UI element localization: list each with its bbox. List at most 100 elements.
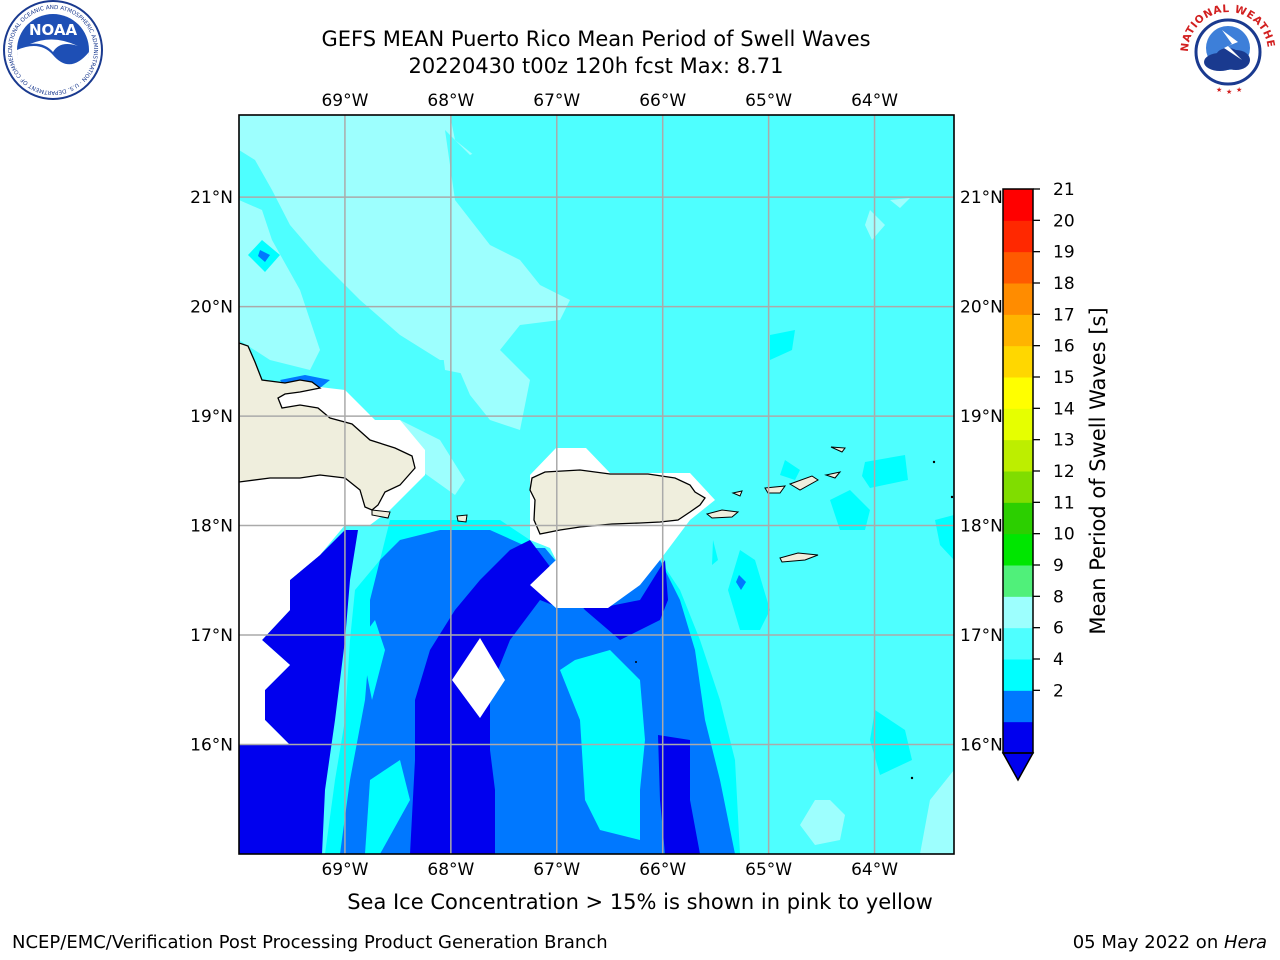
- mask-island-south: [452, 638, 505, 718]
- footer-date: 05 May 2022 on Hera: [1073, 932, 1267, 953]
- contour-8-9-southeast: [920, 770, 954, 854]
- land-vieques: [705, 509, 740, 519]
- colorbar-segment: [1003, 189, 1033, 221]
- colorbar-segment: [1003, 721, 1033, 754]
- contour-6-8-d: [830, 490, 870, 530]
- noaa-logo-icon: NATIONAL OCEANIC AND ATMOSPHERIC ADMINIS…: [0, 0, 103, 100]
- colorbar-tick-label: 19: [1053, 243, 1075, 263]
- contour-6-8-c: [862, 455, 908, 488]
- lat-ticks-left: 21°N 20°N 19°N 18°N 17°N 16°N: [190, 188, 233, 755]
- colorbar-segment: [1003, 690, 1033, 723]
- colorbar-tick-label: 17: [1053, 305, 1075, 325]
- contour-8-9-north: [239, 115, 570, 430]
- lat-tick-label-left: 21°N: [190, 188, 233, 208]
- lon-tick-label-bottom: 65°W: [745, 860, 792, 880]
- contour-4-6-dot2: [258, 250, 270, 262]
- contour-8-9-northwest: [239, 200, 320, 370]
- lon-tick-label-top: 65°W: [745, 91, 792, 111]
- lon-ticks-top: 69°W 68°W 67°W 66°W 65°W 64°W: [321, 91, 898, 111]
- contour-7-top: [450, 115, 510, 160]
- colorbar-tick-label: 10: [1053, 525, 1075, 545]
- colorbar-segment: [1003, 377, 1033, 409]
- lat-tick-label-right: 19°N: [960, 407, 1003, 427]
- colorbar-tick-label: 21: [1053, 180, 1075, 200]
- lon-tick-label-top: 64°W: [851, 91, 898, 111]
- map-frame: [238, 114, 955, 855]
- colorbar-tick-label: 20: [1053, 211, 1075, 231]
- land-st-thomas: [764, 485, 787, 494]
- colorbar-tick-label: 9: [1053, 556, 1064, 576]
- colorbar-segment: [1003, 251, 1033, 284]
- contour-8-9-top: [360, 130, 380, 160]
- footer-date-text: 05 May 2022 on: [1072, 932, 1224, 953]
- svg-text:★: ★: [1216, 86, 1222, 94]
- contour-6-8-inner2: [365, 760, 410, 854]
- colorbar-segment: [1003, 314, 1033, 347]
- colorbar: 21 20 19 18 17 16 15 14 13 12 11 10 9 8 6 4 2: [1001, 180, 1075, 782]
- contour-6-8-g: [712, 540, 718, 565]
- nws-logo-icon: NATIONAL WEATHER SERVICE ★ ★ ★: [1176, 0, 1276, 98]
- colorbar-label: Mean Period of Swell Waves [s]: [1086, 307, 1110, 634]
- lat-tick-label-left: 20°N: [190, 298, 233, 318]
- land-hispaniola: [239, 342, 416, 511]
- land-st-croix: [779, 552, 819, 563]
- colorbar-extend-min: [1001, 752, 1035, 782]
- colorbar-segment: [1003, 471, 1033, 503]
- contour-4-6-dot: [736, 575, 746, 590]
- contour-6-8-a: [770, 330, 795, 360]
- lat-tick-label-right: 21°N: [960, 188, 1003, 208]
- footer-host: Hera: [1223, 932, 1267, 953]
- lat-tick-label-left: 18°N: [190, 517, 233, 537]
- colorbar-tick-label: 13: [1053, 431, 1075, 451]
- colorbar-segment: [1003, 565, 1033, 597]
- map-grid: [239, 115, 954, 854]
- colorbar-tick-label: 4: [1053, 650, 1064, 670]
- colorbar-tick-label: 16: [1053, 337, 1075, 357]
- map-area: [239, 115, 954, 854]
- colorbar-segment: [1003, 627, 1033, 660]
- contour-2-4-east: [658, 735, 700, 854]
- contour-6-8-b: [780, 460, 800, 480]
- lat-tick-label-right: 18°N: [960, 517, 1003, 537]
- colorbar-tick-label: 11: [1053, 493, 1075, 513]
- colorbar-segment: [1003, 533, 1033, 566]
- sea-ice-caption: Sea Ice Concentration > 15% is shown in …: [347, 890, 933, 914]
- colorbar-tick-label: 8: [1053, 587, 1064, 607]
- colorbar-tick-label: 12: [1053, 462, 1075, 482]
- lon-tick-label-top: 67°W: [533, 91, 580, 111]
- lat-tick-label-left: 19°N: [190, 407, 233, 427]
- colorbar-segment: [1003, 283, 1033, 315]
- contour-8-9-south: [800, 800, 845, 845]
- lon-tick-label-top: 68°W: [427, 91, 474, 111]
- lat-ticks-right: 21°N 20°N 19°N 18°N 17°N 16°N: [960, 188, 1003, 755]
- svg-text:★: ★: [1226, 88, 1232, 96]
- colorbar-segment: [1003, 439, 1033, 472]
- colorbar-segment: [1003, 220, 1033, 253]
- contour-6-8-inner3: [360, 620, 385, 700]
- land-islet-4: [635, 661, 637, 663]
- land-culebra: [731, 490, 743, 497]
- land-isla-saona: [371, 509, 391, 519]
- colorbar-segment: [1003, 345, 1033, 378]
- lon-tick-label-bottom: 68°W: [427, 860, 474, 880]
- land-mona: [456, 514, 468, 523]
- colorbar-tick-label: 15: [1053, 368, 1075, 388]
- contour-2-4-central: [410, 540, 668, 854]
- contour-6-8-e: [728, 550, 770, 630]
- svg-text:★: ★: [1236, 86, 1242, 94]
- colorbar-tick-label: 2: [1053, 681, 1064, 701]
- colorbar-segment: [1003, 408, 1033, 441]
- lon-tick-label-top: 66°W: [639, 91, 686, 111]
- lat-tick-label-right: 16°N: [960, 736, 1003, 756]
- colorbar-tick-label: 18: [1053, 274, 1075, 294]
- contour-6-8-f: [870, 710, 912, 775]
- colorbar-tick-label: 14: [1053, 399, 1075, 419]
- contour-8-9-patch2: [400, 420, 465, 495]
- lon-tick-label-bottom: 69°W: [321, 860, 368, 880]
- lat-tick-label-left: 16°N: [190, 736, 233, 756]
- contour-8-9-patch4: [890, 198, 910, 208]
- svg-text:NOAA: NOAA: [29, 21, 78, 39]
- colorbar-segment: [1003, 659, 1033, 691]
- lat-tick-label-left: 17°N: [190, 626, 233, 646]
